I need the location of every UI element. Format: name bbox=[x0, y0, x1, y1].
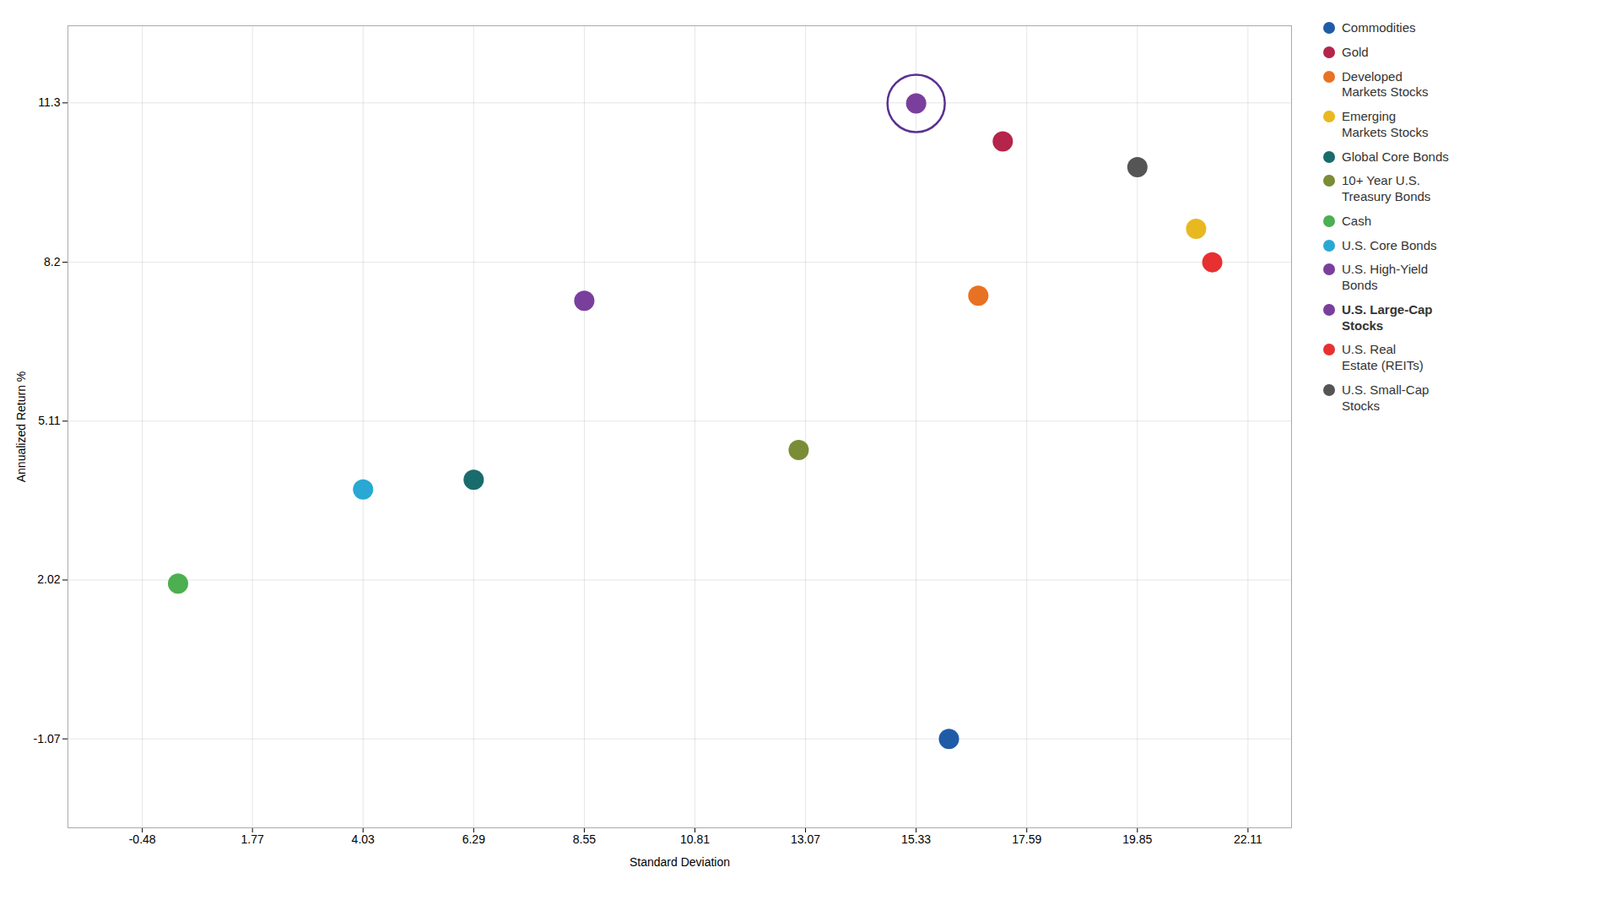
svg-text:15.33: 15.33 bbox=[901, 832, 931, 846]
svg-text:5.11: 5.11 bbox=[37, 413, 60, 428]
svg-text:6.29: 6.29 bbox=[462, 832, 486, 846]
svg-text:22.11: 22.11 bbox=[1233, 832, 1263, 846]
svg-text:8.55: 8.55 bbox=[572, 832, 596, 846]
svg-text:Standard Deviation: Standard Deviation bbox=[629, 854, 730, 869]
svg-text:-1.07: -1.07 bbox=[33, 731, 61, 746]
html-text:U.S. High-Yield Bonds: U.S. High-Yield Bonds bbox=[1341, 261, 1428, 292]
svg-text:Annualized Return %: Annualized Return % bbox=[14, 371, 28, 483]
svg-text:1.77: 1.77 bbox=[241, 832, 265, 846]
html-text:Developed Markets Stocks: Developed Markets Stocks bbox=[1341, 68, 1429, 99]
svg-text:19.85: 19.85 bbox=[1122, 832, 1152, 846]
html-text:Emerging Markets Stocks: Emerging Markets Stocks bbox=[1341, 108, 1429, 140]
html-text:U.S. Large-Cap Stocks: U.S. Large-Cap Stocks bbox=[1341, 301, 1433, 333]
html-text:U.S. Real Estate (REITs): U.S. Real Estate (REITs) bbox=[1341, 342, 1424, 373]
svg-text:11.3: 11.3 bbox=[37, 95, 60, 109]
svg-text:10.81: 10.81 bbox=[680, 832, 710, 846]
svg-text:2.02: 2.02 bbox=[37, 572, 60, 586]
html-text:Commodities: Commodities bbox=[1341, 20, 1416, 35]
svg-text:17.59: 17.59 bbox=[1011, 832, 1042, 846]
svg-text:13.07: 13.07 bbox=[790, 832, 821, 846]
html-text:U.S. Core Bonds: U.S. Core Bonds bbox=[1341, 237, 1437, 252]
html-text:U.S. Small-Cap Stocks: U.S. Small-Cap Stocks bbox=[1341, 382, 1430, 413]
html-text:Gold: Gold bbox=[1341, 44, 1369, 59]
svg-text:8.2: 8.2 bbox=[43, 254, 61, 269]
html-text:Global Core Bonds: Global Core Bonds bbox=[1341, 148, 1449, 164]
svg-text:-0.48: -0.48 bbox=[129, 832, 157, 846]
svg-text:4.03: 4.03 bbox=[351, 832, 375, 846]
html-text:10+ Year U.S. Treasury Bonds: 10+ Year U.S. Treasury Bonds bbox=[1341, 173, 1431, 204]
html-text:Cash: Cash bbox=[1341, 213, 1372, 228]
